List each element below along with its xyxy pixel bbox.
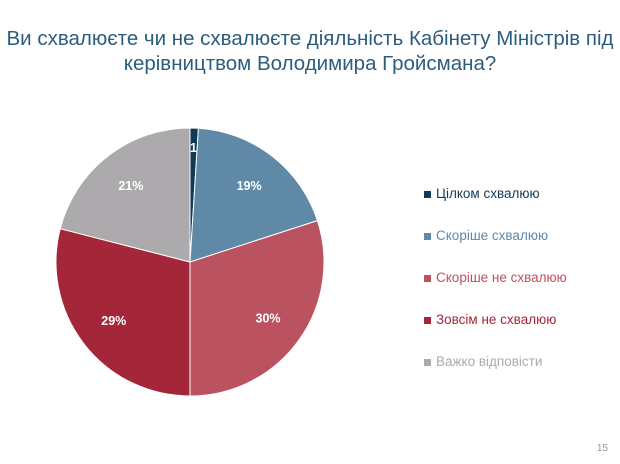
legend-item-3: Скоріше не схвалюю bbox=[424, 265, 567, 307]
pie-slice-5 bbox=[59, 127, 191, 263]
legend-swatch-4 bbox=[424, 316, 431, 324]
chart-legend: Цілком схвалюю Скоріше схвалюю Скоріше не … bbox=[424, 181, 567, 391]
title-line-1: Ви схвалюєте чи не схвалюєте діяльність … bbox=[6, 27, 614, 50]
legend-swatch-1 bbox=[424, 190, 431, 198]
slice-label-5: 21% bbox=[118, 179, 143, 193]
slide-title: Ви схвалюєте чи не схвалюєте діяльність … bbox=[0, 26, 620, 76]
pie-slice-3 bbox=[189, 219, 325, 397]
legend-swatch-5 bbox=[424, 358, 431, 366]
legend-label-3: Скоріше не схвалюю bbox=[436, 270, 567, 285]
legend-item-5: Важко відповісти bbox=[424, 349, 567, 391]
legend-label-1: Цілком схвалюю bbox=[436, 186, 540, 201]
page-number: 15 bbox=[596, 443, 608, 454]
pie-slice-4 bbox=[55, 228, 191, 397]
legend-swatch-3 bbox=[424, 274, 431, 282]
title-line-2: керівництвом Володимира Гройсмана? bbox=[123, 52, 497, 75]
slice-label-3: 30% bbox=[256, 312, 281, 326]
legend-label-2: Скоріше схвалюю bbox=[436, 228, 549, 243]
legend-label-5: Важко відповісти bbox=[436, 354, 543, 369]
legend-item-4: Зовсім не схвалюю bbox=[424, 307, 567, 349]
legend-swatch-2 bbox=[424, 232, 431, 240]
legend-item-1: Цілком схвалюю bbox=[424, 181, 567, 223]
legend-item-2: Скоріше схвалюю bbox=[424, 223, 567, 265]
slice-label-2: 19% bbox=[237, 179, 262, 193]
slice-label-4: 29% bbox=[101, 314, 126, 328]
legend-label-4: Зовсім не схвалюю bbox=[436, 312, 557, 327]
pie-slice-2 bbox=[189, 127, 319, 263]
